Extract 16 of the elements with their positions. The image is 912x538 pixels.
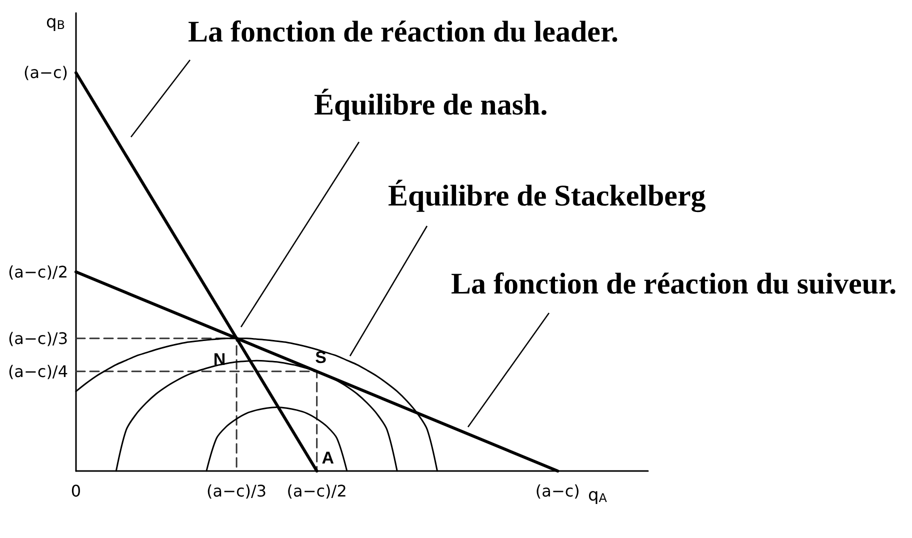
x-tick-label: 0 [70,482,82,500]
annotation: Équilibre de nash. [314,88,548,122]
annotation: La fonction de réaction du suiveur. [451,268,897,300]
annotation: (a−c)/2 [8,262,68,282]
annotation: A [322,448,334,468]
x-tick-label: (a−c) [535,482,580,500]
x-axis-title: qA [588,486,608,506]
text: La fonction de réaction du leader. [188,16,619,48]
annotation: (a−c) [24,63,68,82]
annotation: S [315,348,327,367]
annotation: (a−c)/4 [8,362,68,381]
x-tick-label: (a−c)/2 [286,482,347,500]
annotation: Équilibre de Stackelberg [388,180,706,212]
x-tick-label: (a−c)/3 [206,482,267,500]
annotation: (a−c)/3 [8,328,68,348]
y-axis-title: qB [46,12,66,32]
